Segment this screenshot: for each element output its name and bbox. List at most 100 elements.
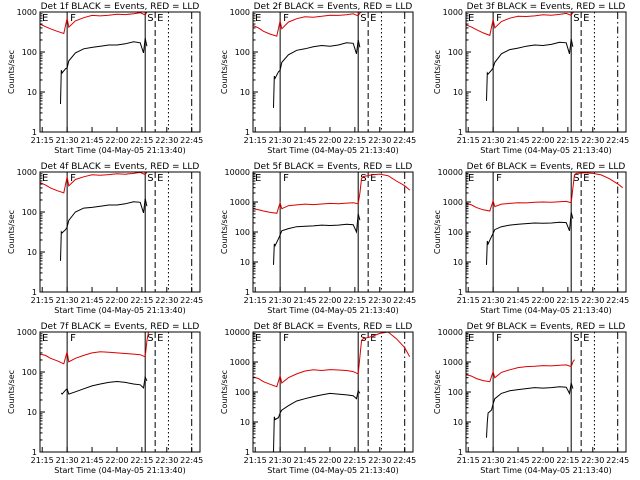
- x-tick-label: 22:45: [180, 136, 203, 145]
- x-tick-label: 22:45: [606, 136, 629, 145]
- series-line-events: [273, 213, 361, 265]
- plot-frame: [252, 171, 414, 293]
- region-label: S: [360, 173, 366, 184]
- x-tick-label: 21:15: [31, 296, 54, 305]
- x-tick-label: 22:30: [581, 136, 604, 145]
- x-tick-label: 21:45: [294, 296, 317, 305]
- plot-frame: [39, 171, 201, 293]
- series-line-lld: [252, 331, 411, 388]
- x-tick-label: 21:15: [31, 456, 54, 465]
- x-tick-label: 21:45: [81, 456, 104, 465]
- x-tick-label: 22:00: [531, 296, 554, 305]
- x-tick-label: 22:15: [130, 296, 153, 305]
- series-line-events: [60, 375, 148, 395]
- x-tick-label: 22:30: [368, 296, 391, 305]
- plot-frame: [252, 11, 414, 133]
- x-tick-label: 21:15: [31, 136, 54, 145]
- series-line-events: [486, 38, 574, 101]
- series-line-lld: [465, 359, 575, 383]
- y-tick-label: 10: [240, 258, 250, 267]
- region-label: F: [496, 13, 502, 24]
- region-label: F: [70, 333, 76, 344]
- panel-title: Det 8f BLACK = Events, RED = LLD: [254, 322, 413, 332]
- x-tick-label: 22:30: [368, 456, 391, 465]
- y-tick-label: 10000: [225, 168, 250, 177]
- x-tick-label: 21:45: [81, 136, 104, 145]
- x-tick-label: 22:15: [130, 136, 153, 145]
- y-tick-label: 1000: [443, 198, 463, 207]
- region-label: E: [370, 13, 376, 24]
- region-label: S: [147, 173, 153, 184]
- y-tick-label: 1000: [230, 8, 250, 17]
- panel-title: Det 1f BLACK = Events, RED = LLD: [41, 2, 200, 12]
- x-tick-label: 22:30: [155, 296, 178, 305]
- y-tick-label: 1: [458, 128, 463, 137]
- x-axis-label: Start Time (04-May-05 21:13:40): [480, 466, 611, 475]
- panel-title: Det 2f BLACK = Events, RED = LLD: [254, 2, 413, 12]
- region-label: F: [283, 333, 289, 344]
- y-tick-label: 1000: [443, 8, 463, 17]
- y-tick-label: 1000: [17, 8, 37, 17]
- region-label: F: [496, 333, 502, 344]
- x-tick-label: 21:15: [244, 456, 267, 465]
- y-tick-label: 100: [22, 368, 37, 377]
- x-tick-label: 22:00: [105, 296, 128, 305]
- x-tick-label: 21:15: [244, 136, 267, 145]
- region-label: E: [370, 173, 376, 184]
- x-tick-label: 21:30: [56, 296, 79, 305]
- region-label: E: [370, 333, 376, 344]
- y-tick-label: 1: [458, 448, 463, 457]
- y-tick-label: 10: [453, 418, 463, 427]
- x-tick-label: 21:45: [294, 136, 317, 145]
- region-label: F: [70, 13, 76, 24]
- region-label: S: [147, 333, 153, 344]
- plot-frame: [39, 331, 201, 453]
- y-tick-label: 10000: [225, 328, 250, 337]
- region-label: E: [157, 173, 163, 184]
- x-tick-label: 22:00: [105, 456, 128, 465]
- x-tick-label: 22:45: [180, 296, 203, 305]
- x-tick-label: 21:45: [507, 296, 530, 305]
- y-axis-label: Counts/sec: [220, 370, 229, 414]
- y-axis-label: Counts/sec: [7, 210, 16, 254]
- x-tick-label: 22:00: [531, 136, 554, 145]
- region-label: E: [42, 333, 48, 344]
- region-label: F: [283, 173, 289, 184]
- x-tick-label: 21:30: [269, 456, 292, 465]
- x-axis-label: Start Time (04-May-05 21:13:40): [54, 466, 185, 475]
- x-axis-label: Start Time (04-May-05 21:13:40): [54, 146, 185, 155]
- y-tick-label: 10: [27, 248, 37, 257]
- x-tick-label: 22:30: [368, 136, 391, 145]
- series-line-events: [60, 38, 148, 105]
- x-tick-label: 21:30: [482, 136, 505, 145]
- region-label: F: [496, 173, 502, 184]
- region-label: S: [147, 13, 153, 24]
- panel-title: Det 6f BLACK = Events, RED = LLD: [467, 162, 626, 172]
- x-tick-label: 22:15: [556, 296, 579, 305]
- x-tick-label: 22:15: [556, 456, 579, 465]
- series-line-events: [486, 212, 574, 265]
- series-line-lld: [465, 172, 624, 212]
- x-axis-label: Start Time (04-May-05 21:13:40): [54, 306, 185, 315]
- y-tick-label: 1000: [17, 328, 37, 337]
- x-tick-label: 21:45: [81, 296, 104, 305]
- y-tick-label: 1: [32, 128, 37, 137]
- y-tick-label: 1000: [443, 358, 463, 367]
- x-tick-label: 21:30: [482, 296, 505, 305]
- x-tick-label: 22:00: [318, 296, 341, 305]
- y-tick-label: 1: [245, 448, 250, 457]
- y-tick-label: 10000: [438, 328, 463, 337]
- y-axis-label: Counts/sec: [433, 210, 442, 254]
- y-tick-label: 10: [27, 408, 37, 417]
- series-line-lld: [252, 11, 362, 37]
- region-label: E: [42, 13, 48, 24]
- x-tick-label: 22:45: [606, 456, 629, 465]
